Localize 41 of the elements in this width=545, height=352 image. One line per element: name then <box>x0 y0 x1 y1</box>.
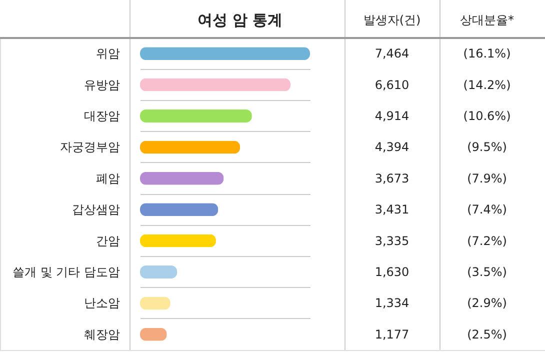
text: (10.6%) <box>463 109 511 123</box>
y-tick-label: 쓸개 및 기타 담도암 <box>12 265 120 279</box>
data-label: 7,464 <box>374 46 410 61</box>
y-tick-label: 자궁경부암 <box>60 140 120 154</box>
y-tick-label: 갑상샘암 <box>72 202 120 217</box>
text: 상대분율* <box>460 13 514 27</box>
bar <box>140 172 224 185</box>
bar <box>140 234 216 248</box>
y-tick-label: 폐암 <box>96 171 120 186</box>
data-label: 4,394 <box>374 140 410 154</box>
data-label: 1,630 <box>374 265 410 279</box>
bar <box>140 266 178 278</box>
bar <box>140 110 252 122</box>
y-tick-label: 대장암 <box>84 109 120 123</box>
text: (7.9%) <box>467 171 507 186</box>
y-tick-label: 췌장암 <box>84 327 120 342</box>
bar <box>140 78 291 92</box>
bar <box>140 140 240 154</box>
data-label: 3,335 <box>374 234 410 248</box>
bar <box>140 47 310 60</box>
data-label: 3,673 <box>374 171 410 186</box>
text: (7.4%) <box>467 202 507 217</box>
text: (16.1%) <box>463 46 511 61</box>
text: (2.5%) <box>467 327 507 342</box>
y-tick-label: 위암 <box>96 46 120 61</box>
text: (3.5%) <box>467 265 507 279</box>
data-label: 1,334 <box>374 296 410 310</box>
y-tick-label: 유방암 <box>84 78 120 92</box>
data-label: 1,177 <box>374 327 410 342</box>
y-tick-label: 간암 <box>96 234 120 248</box>
chart-title: 여성 암 통계 <box>197 11 283 29</box>
data-label: 3,431 <box>374 202 410 217</box>
y-tick-label: 난소암 <box>84 296 120 310</box>
text: (2.9%) <box>467 296 507 310</box>
text: (9.5%) <box>467 140 507 154</box>
bar <box>140 203 218 216</box>
text: (14.2%) <box>463 78 511 92</box>
data-label: 6,610 <box>374 78 410 92</box>
data-label: 4,914 <box>374 109 410 123</box>
text: (7.2%) <box>467 234 507 248</box>
text: 발생자(건) <box>363 13 421 27</box>
